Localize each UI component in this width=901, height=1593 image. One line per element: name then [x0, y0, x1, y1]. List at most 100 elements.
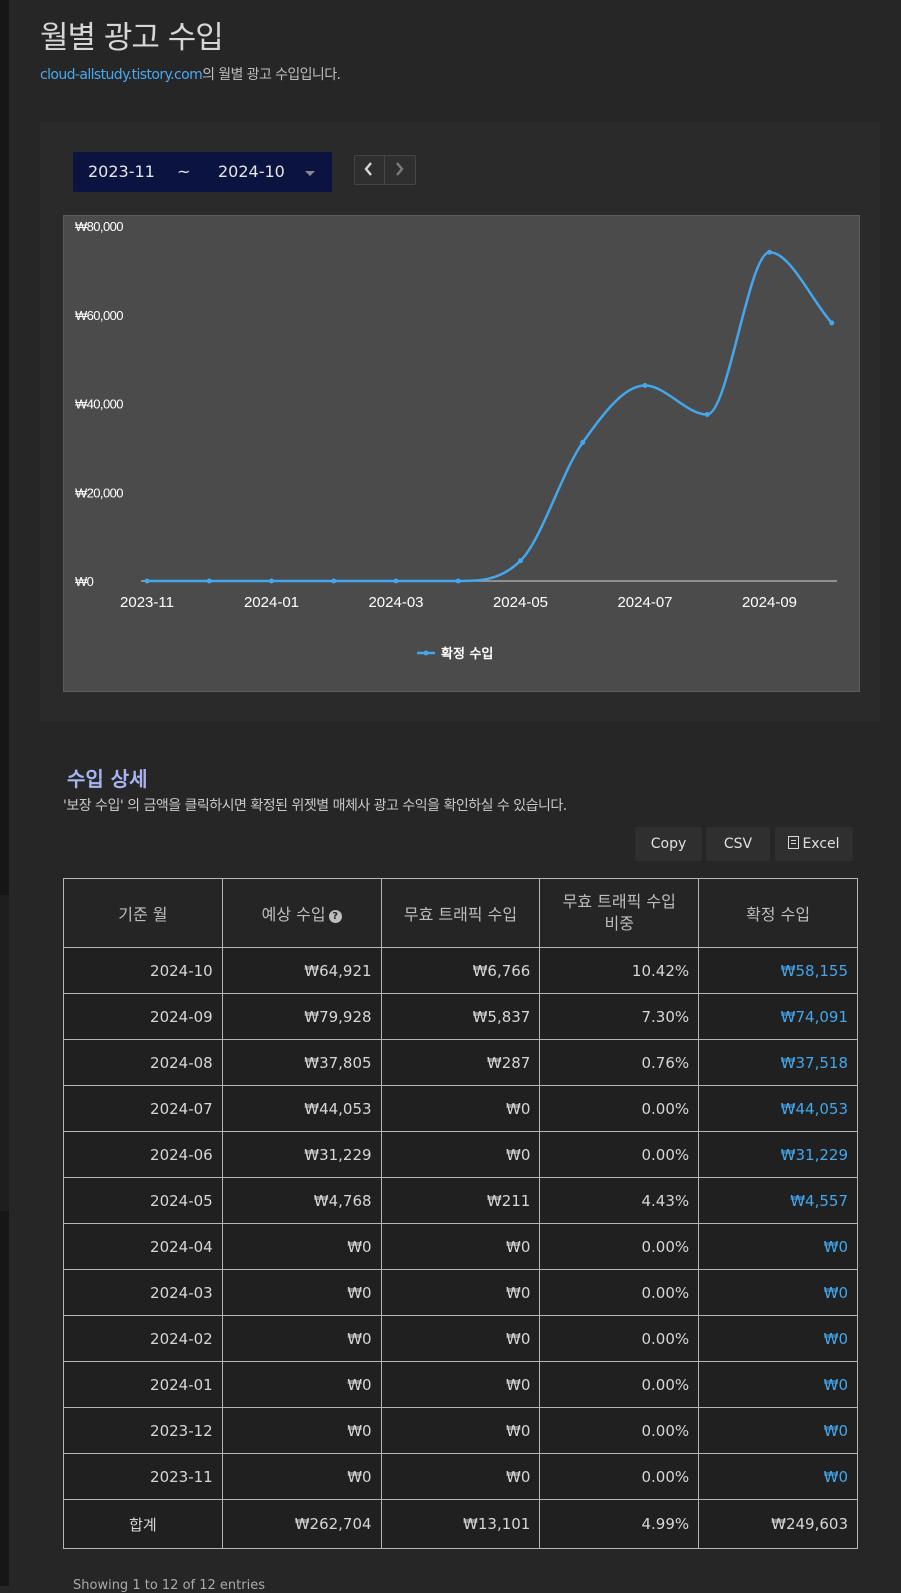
header-invalid-ratio[interactable]: 무효 트래픽 수입 비중	[539, 878, 700, 948]
excel-button[interactable]: Excel	[775, 827, 853, 861]
chevron-left-icon	[364, 162, 372, 176]
cell-month: 2024-06	[63, 1131, 223, 1178]
range-tilde: ~	[177, 162, 191, 181]
data-point	[331, 578, 337, 584]
revenue-chart: ₩0 ₩20,000 ₩40,000 ₩60,000 ₩80,000 2023-11 202…	[63, 215, 860, 692]
data-point	[455, 578, 461, 584]
cell-confirmed[interactable]: ₩0	[698, 1223, 858, 1270]
blog-link[interactable]: cloud-allstudy.tistory.com	[40, 67, 203, 83]
csv-button[interactable]: CSV	[706, 827, 770, 861]
header-invalid[interactable]: 무효 트래픽 수입	[380, 878, 541, 948]
cell-expected: ₩64,921	[221, 947, 382, 994]
cell-invalid: ₩0	[380, 1085, 541, 1132]
cell-month: 2024-08	[63, 1039, 223, 1086]
table-row: 2024-02 ₩0 ₩0 0.00% ₩0	[63, 1315, 858, 1362]
cell-ratio: 0.00%	[539, 1361, 700, 1408]
cell-invalid: ₩211	[380, 1177, 541, 1224]
cell-ratio: 4.43%	[539, 1177, 700, 1224]
x-tick-label: 2024-09	[742, 594, 797, 611]
y-tick-label: ₩60,000	[75, 308, 123, 323]
data-point	[767, 249, 772, 255]
cell-confirmed[interactable]: ₩74,091	[698, 993, 858, 1040]
cell-ratio: 0.00%	[539, 1269, 700, 1316]
data-point	[642, 383, 648, 389]
table-row: 2024-03 ₩0 ₩0 0.00% ₩0	[63, 1269, 858, 1316]
table-total-row: 합계 ₩262,704 ₩13,101 4.99% ₩249,603	[63, 1499, 858, 1549]
cell-ratio: 0.00%	[539, 1315, 700, 1362]
left-edge-segment	[0, 895, 9, 1211]
cell-invalid: ₩0	[380, 1269, 541, 1316]
table-row: 2024-10 ₩64,921 ₩6,766 10.42% ₩58,155	[63, 947, 858, 994]
detail-section-title: 수입 상세	[67, 767, 148, 791]
cell-confirmed[interactable]: ₩0	[698, 1315, 858, 1362]
cell-month: 2023-11	[63, 1453, 223, 1500]
x-tick-label: 2024-05	[493, 594, 548, 611]
cell-month: 2023-12	[63, 1407, 223, 1454]
cell-expected: ₩0	[221, 1315, 382, 1362]
cell-ratio: 10.42%	[539, 947, 700, 994]
x-tick-label: 2024-07	[617, 594, 672, 611]
data-point	[518, 558, 523, 564]
data-point	[206, 578, 212, 584]
legend-marker	[423, 650, 429, 656]
cell-invalid: ₩0	[380, 1223, 541, 1270]
header-month[interactable]: 기준 월	[63, 878, 223, 948]
cell-confirmed[interactable]: ₩0	[698, 1453, 858, 1500]
cell-invalid: ₩287	[380, 1039, 541, 1086]
prev-button[interactable]	[355, 156, 385, 184]
x-tick-label: 2023-11	[120, 594, 174, 611]
data-point	[829, 320, 835, 326]
cell-month: 2024-10	[63, 947, 223, 994]
cell-confirmed[interactable]: ₩58,155	[698, 947, 858, 994]
page-subtitle: cloud-allstudy.tistory.com의 월별 광고 수입입니다.	[40, 64, 341, 84]
table-row: 2024-06 ₩31,229 ₩0 0.00% ₩31,229	[63, 1131, 858, 1178]
header-expected-label: 예상 수입	[261, 905, 326, 924]
y-tick-label: ₩20,000	[75, 485, 123, 500]
date-range-select[interactable]: 2023-11 ~ 2024-10	[73, 152, 332, 192]
cell-expected: ₩31,229	[221, 1131, 382, 1178]
cell-ratio: 0.00%	[539, 1407, 700, 1454]
cell-invalid: ₩0	[380, 1131, 541, 1178]
next-button[interactable]	[385, 156, 414, 184]
detail-description: '보장 수입' 의 금액을 클릭하시면 확정된 위젯별 매체사 광고 수익을 확…	[63, 798, 567, 814]
data-point	[580, 439, 586, 445]
header-expected[interactable]: 예상 수입?	[221, 878, 382, 948]
subtitle-text: 의 월별 광고 수입입니다.	[202, 67, 341, 83]
cell-confirmed[interactable]: ₩0	[698, 1269, 858, 1316]
cell-month: 2024-09	[63, 993, 223, 1040]
data-point	[269, 578, 274, 584]
cell-confirmed[interactable]: ₩0	[698, 1361, 858, 1408]
cell-expected: ₩37,805	[221, 1039, 382, 1086]
cell-month: 2024-02	[63, 1315, 223, 1362]
x-tick-label: 2024-01	[244, 594, 299, 611]
file-excel-icon	[788, 836, 800, 849]
table-row: 2023-11 ₩0 ₩0 0.00% ₩0	[63, 1453, 858, 1500]
table-row: 2024-05 ₩4,768 ₩211 4.43% ₩4,557	[63, 1177, 858, 1224]
cell-ratio: 0.00%	[539, 1453, 700, 1500]
cell-invalid: ₩0	[380, 1315, 541, 1362]
line-chart-svg: ₩0 ₩20,000 ₩40,000 ₩60,000 ₩80,000 2023-11 202…	[75, 219, 837, 662]
cell-expected: ₩4,768	[221, 1177, 382, 1224]
cell-confirmed[interactable]: ₩4,557	[698, 1177, 858, 1224]
left-edge-bar	[0, 0, 9, 1586]
cell-confirmed[interactable]: ₩37,518	[698, 1039, 858, 1086]
total-month: 합계	[63, 1499, 223, 1549]
cell-ratio: 0.00%	[539, 1085, 700, 1132]
cell-expected: ₩0	[221, 1453, 382, 1500]
table-body: 2024-10 ₩64,921 ₩6,766 10.42% ₩58,155 2024-09…	[63, 947, 858, 1549]
x-tick-label: 2024-03	[368, 594, 423, 611]
cell-month: 2024-04	[63, 1223, 223, 1270]
cell-month: 2024-01	[63, 1361, 223, 1408]
y-tick-label: ₩0	[75, 574, 94, 589]
legend-label: 확정 수입	[441, 646, 493, 662]
cell-confirmed[interactable]: ₩44,053	[698, 1085, 858, 1132]
range-to: 2024-10	[218, 162, 285, 181]
question-circle-icon[interactable]: ?	[328, 910, 342, 923]
table-row: 2024-01 ₩0 ₩0 0.00% ₩0	[63, 1361, 858, 1408]
cell-confirmed[interactable]: ₩31,229	[698, 1131, 858, 1178]
copy-button[interactable]: Copy	[635, 827, 702, 861]
table-row: 2024-07 ₩44,053 ₩0 0.00% ₩44,053	[63, 1085, 858, 1132]
header-confirmed[interactable]: 확정 수입	[698, 878, 858, 948]
data-point	[393, 578, 399, 584]
cell-confirmed[interactable]: ₩0	[698, 1407, 858, 1454]
